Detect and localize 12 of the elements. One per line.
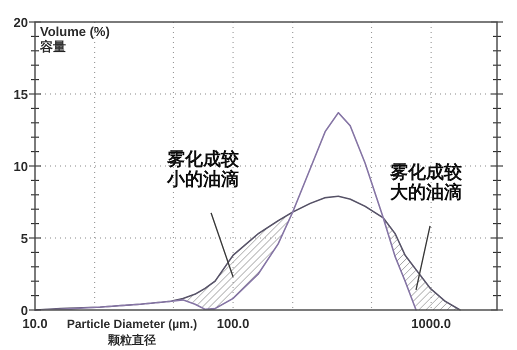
x-tick-label: 100.0 (216, 316, 250, 331)
y-tick-label: 15 (14, 87, 28, 102)
x-tick-label: 1000.0 (411, 316, 452, 331)
y-tick-label: 10 (14, 159, 28, 174)
annotation: 雾化成较大的油滴 (389, 162, 464, 202)
x-axis-title: Particle Diameter (µm.) 颗粒直径 (66, 317, 198, 347)
annotation: 雾化成较小的油滴 (166, 148, 240, 189)
y-tick-label: 0 (20, 303, 28, 318)
y-axis-title: Volume (%) 容量 (39, 24, 110, 54)
y-tick-label: 20 (14, 15, 28, 30)
y-tick-label: 5 (20, 231, 28, 246)
x-tick-label: 10.0 (22, 316, 48, 331)
